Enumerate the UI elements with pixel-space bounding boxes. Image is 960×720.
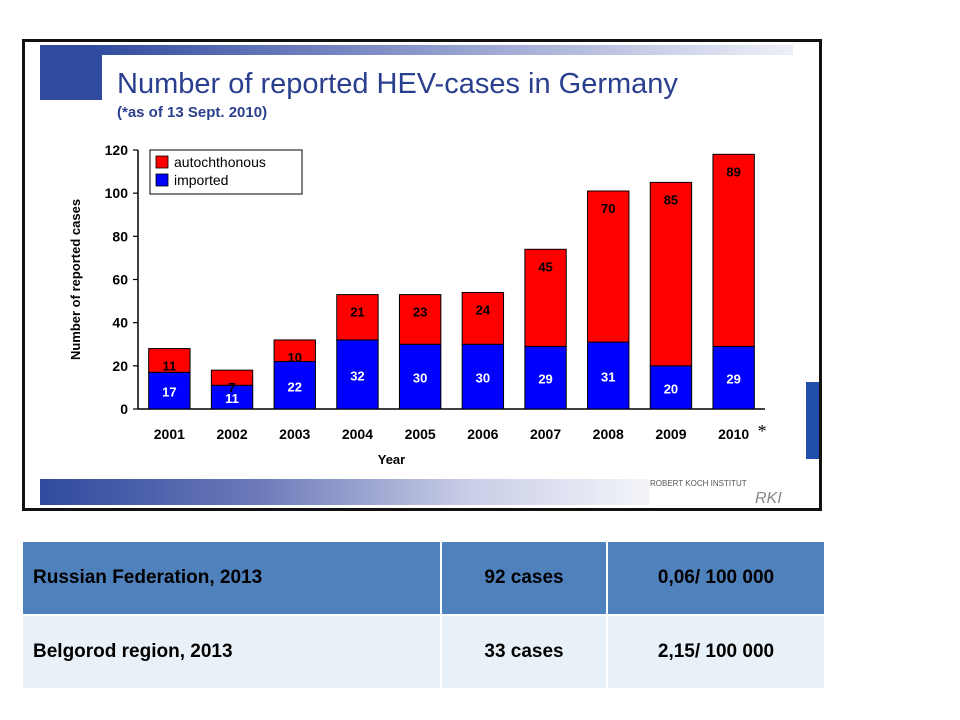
legend-swatch-autochthonous: [155, 155, 169, 169]
bar-imported-2010: [712, 345, 755, 410]
bar-imported-2006: [461, 343, 505, 410]
rate-cell: 0,06/ 100 000: [607, 542, 826, 616]
data-label: 31: [601, 370, 615, 385]
bar-imported-2001: [148, 371, 191, 410]
bar-autochthonous-2002: [210, 369, 254, 386]
y-tick-label: 60: [112, 272, 128, 288]
bar-autochthonous-2007: [524, 248, 567, 347]
data-label: 20: [664, 381, 678, 396]
data-label: 22: [288, 379, 302, 394]
x-tick-label: 2006: [467, 426, 498, 442]
rate-cell: 2,15/ 100 000: [607, 615, 826, 690]
legend-label-autochthonous: autochthonous: [174, 154, 266, 170]
bar-imported-2008: [587, 341, 630, 410]
data-label: 23: [413, 305, 427, 320]
cases-cell: 92 cases: [441, 542, 608, 616]
x-tick-label: 2002: [216, 426, 247, 442]
x-tick-label: 2001: [154, 426, 185, 442]
institute-logo-mark: RKI: [755, 490, 782, 507]
institute-logo-text: ROBERT KOCH INSTITUT: [650, 479, 747, 488]
bar-autochthonous-2008: [587, 190, 630, 343]
footer-band: [40, 479, 650, 505]
bar-autochthonous-2006: [461, 291, 505, 345]
data-label: 29: [538, 372, 552, 387]
x-tick-label: 2007: [530, 426, 561, 442]
bar-autochthonous-2005: [398, 294, 442, 345]
y-tick-label: 0: [120, 401, 128, 417]
y-tick-label: 80: [112, 228, 128, 244]
x-tick-label: 2004: [342, 426, 373, 442]
data-label: 70: [601, 201, 615, 216]
data-label: 32: [350, 368, 364, 383]
table-row: Belgorod region, 2013 33 cases 2,15/ 100…: [23, 615, 826, 690]
bar-imported-2004: [336, 339, 379, 410]
data-label: 89: [726, 164, 740, 179]
y-axis-label: Number of reported cases: [68, 199, 83, 360]
x-tick-label: 2003: [279, 426, 310, 442]
data-label: 30: [476, 371, 490, 386]
bar-imported-2003: [273, 361, 316, 410]
incidence-table: Russian Federation, 2013 92 cases 0,06/ …: [23, 542, 826, 690]
bar-autochthonous-2004: [336, 294, 379, 341]
data-label: 17: [162, 385, 176, 400]
data-label: 21: [350, 305, 364, 320]
x-note-marker: *: [758, 421, 767, 441]
y-tick-label: 20: [112, 358, 128, 374]
chart-title: Number of reported HEV-cases in Germany: [117, 68, 678, 100]
y-tick-label: 100: [105, 185, 129, 201]
legend-swatch-imported: [155, 173, 169, 187]
bar-chart: 0 20 40 60 80 100 120 Number of reported cases 1…: [68, 142, 767, 467]
data-label: 10: [288, 350, 302, 365]
x-tick-label: 2010: [718, 426, 749, 442]
data-label: 24: [476, 302, 491, 317]
bar-autochthonous-2010: [712, 153, 755, 347]
data-label: 30: [413, 371, 427, 386]
bar-autochthonous-2009: [649, 181, 693, 367]
region-cell: Belgorod region, 2013: [23, 615, 442, 690]
data-label: 45: [538, 259, 552, 274]
data-label: 7: [228, 380, 235, 395]
x-tick-label: 2008: [593, 426, 624, 442]
legend-box: [149, 149, 303, 195]
cases-cell: 33 cases: [441, 615, 608, 690]
bar-autochthonous-2003: [273, 339, 316, 363]
region-cell: Russian Federation, 2013: [23, 542, 442, 616]
bar-imported-2005: [398, 343, 442, 410]
x-tick-label: 2005: [405, 426, 436, 442]
slide-number-tab: 5: [806, 382, 819, 459]
bar-imported-2009: [649, 365, 693, 410]
data-label: 11: [225, 391, 239, 406]
data-label: 29: [726, 372, 740, 387]
chart-slide: Number of reported HEV-cases in Germany …: [22, 39, 822, 511]
table-row: Russian Federation, 2013 92 cases 0,06/ …: [23, 542, 826, 616]
legend-label-imported: imported: [174, 172, 228, 188]
data-label: 11: [162, 359, 176, 374]
data-label: 85: [664, 192, 678, 207]
y-tick-label: 120: [105, 142, 129, 158]
chart-subtitle: (*as of 13 Sept. 2010): [117, 104, 268, 121]
x-axis-label: Year: [378, 452, 405, 467]
x-tick-label: 2009: [655, 426, 686, 442]
bar-autochthonous-2001: [148, 348, 191, 373]
header-gradient: [87, 45, 793, 55]
y-tick-label: 40: [112, 315, 128, 331]
